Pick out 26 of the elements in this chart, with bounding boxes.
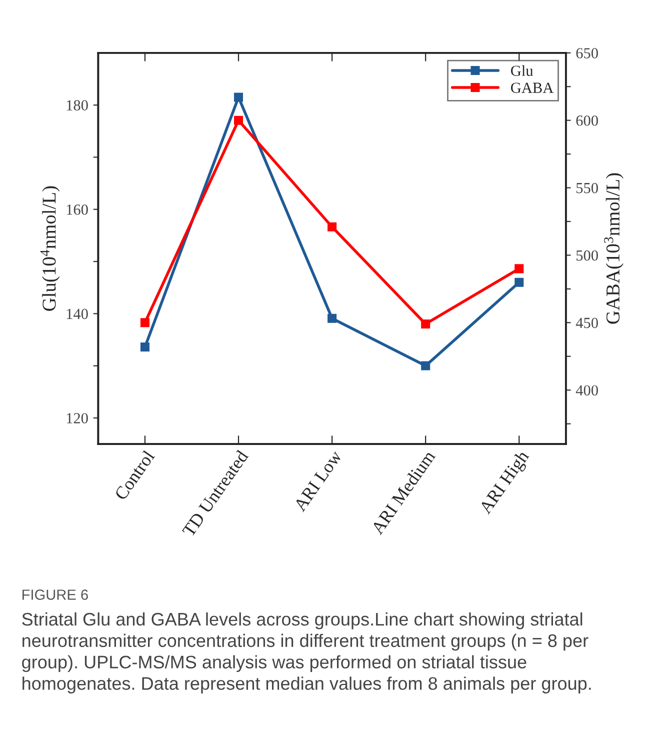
point xyxy=(328,314,337,323)
point xyxy=(421,361,430,370)
caption: FIGURE 6 xyxy=(22,590,88,600)
legend-label: Glu xyxy=(511,65,534,76)
y2-tick-label: 400 xyxy=(576,385,598,396)
point xyxy=(234,92,244,102)
y-tick-label: 140 xyxy=(66,308,88,320)
point xyxy=(328,222,337,232)
y2-tick-label: 650 xyxy=(576,48,598,58)
y-tick-label: 180 xyxy=(66,100,88,110)
text: Striatal Glu and GABA levels across groups.Line chart showing striatal neurotransmitter concentrations in different treatment groups (n = 8 per group). UPLC-MS/MS analysis was performed on striatal tissue homogenates. Data represent median values from 8 animals per group. xyxy=(22,612,591,694)
point xyxy=(140,318,150,328)
y2-axis-title: GABA(10$^{3}$nmol/L) xyxy=(604,173,624,324)
point xyxy=(421,319,430,328)
point xyxy=(140,342,150,352)
y2-tick-label: 450 xyxy=(576,318,598,328)
y-axis-title: Glu(10$^{4}$nmol/L) xyxy=(40,186,60,311)
point xyxy=(234,116,244,125)
legend-label: GABA xyxy=(511,82,554,93)
y2-tick-label: 500 xyxy=(576,250,598,261)
point xyxy=(514,264,524,274)
y2-tick-label: 600 xyxy=(576,115,598,126)
y2-tick-label: 550 xyxy=(576,182,598,194)
point xyxy=(514,278,524,287)
y-tick-label: 160 xyxy=(66,204,88,215)
y-tick-label: 120 xyxy=(66,413,88,424)
